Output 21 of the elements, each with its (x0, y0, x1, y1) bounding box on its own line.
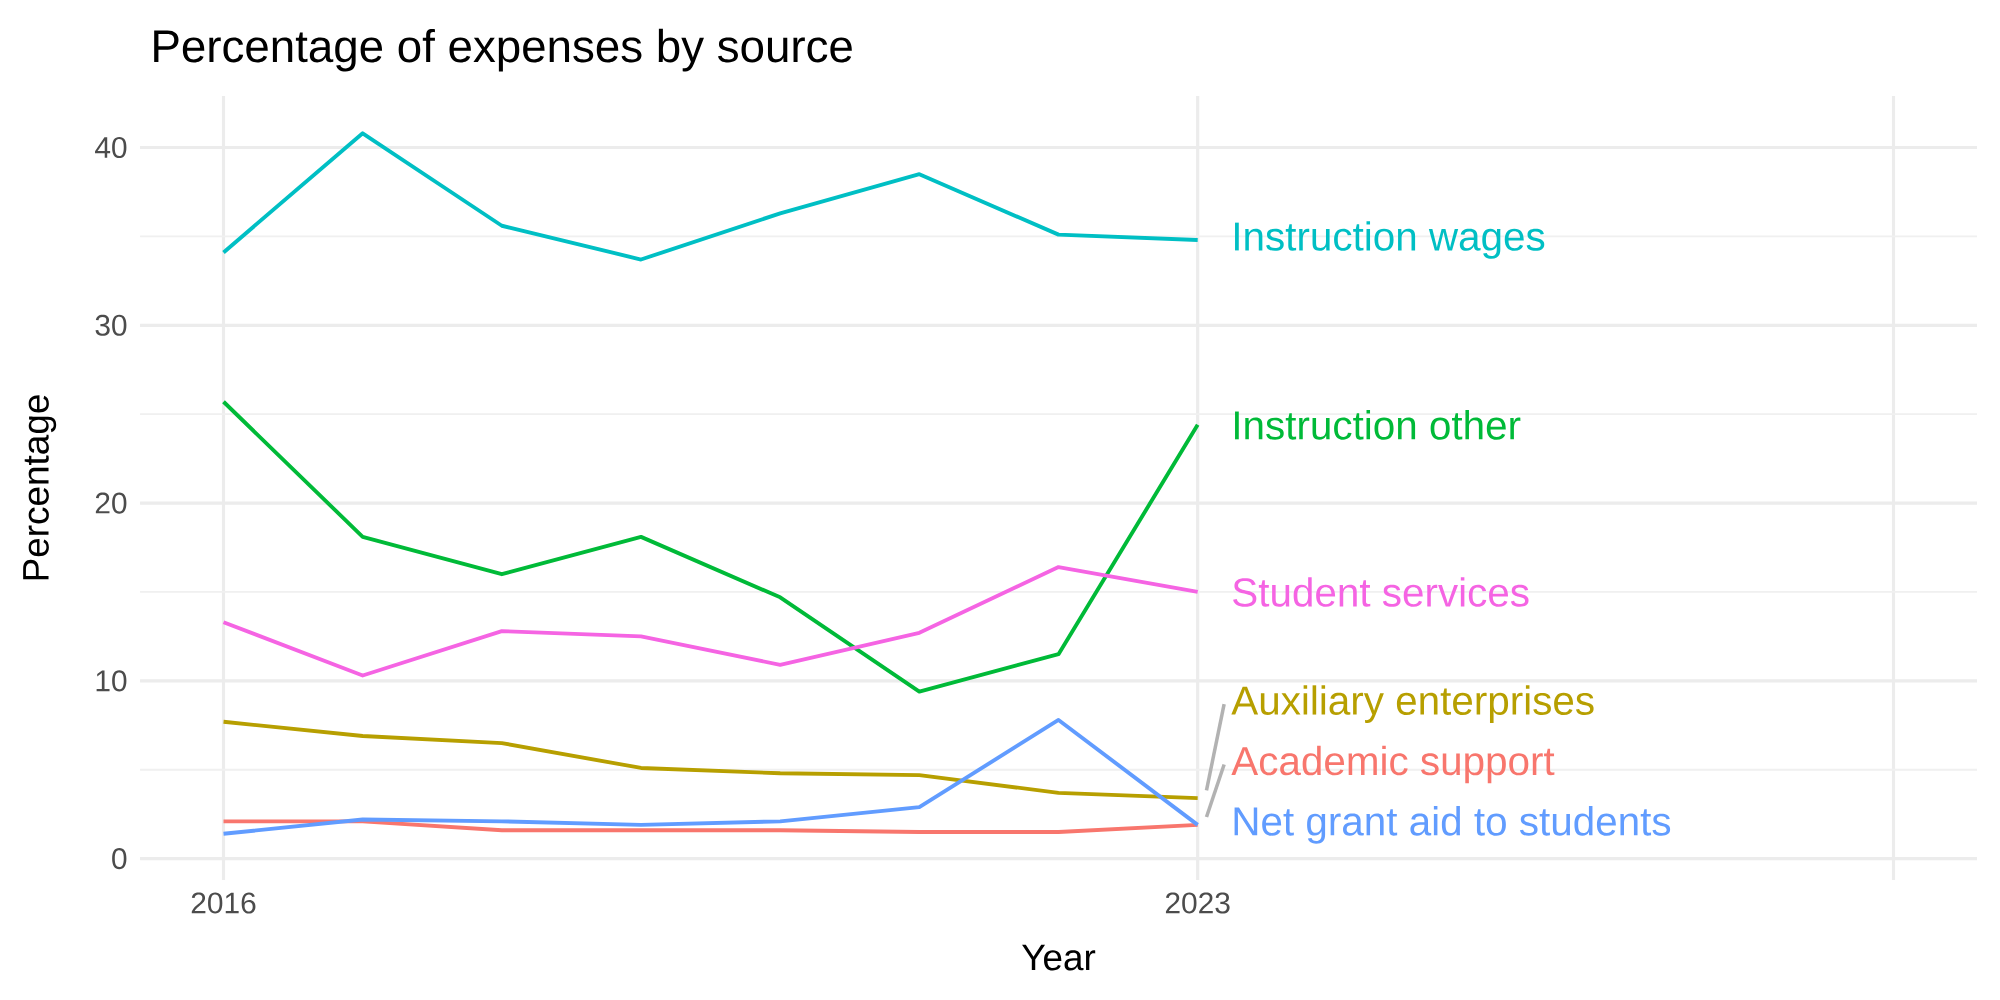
y-tick-label: 0 (112, 848, 127, 870)
text: Auxiliary enterprises (1231, 685, 1594, 723)
x-tick-label: 2016 (191, 892, 256, 914)
series-label: Net grant aid to students (1234, 806, 1671, 844)
series-label: Academic support (1231, 745, 1555, 784)
line-series (221, 399, 1200, 694)
x-axis-title: Year (1022, 944, 1096, 971)
series-label: Student services (1233, 577, 1529, 607)
y-axis-title: Percentage (23, 395, 57, 580)
y-tick-label: 40 (95, 136, 127, 159)
y-tick-label: 30 (95, 314, 127, 336)
y-tick-label: 10 (96, 670, 127, 692)
series-label: Instruction wages (1235, 221, 1545, 259)
line-series (221, 719, 1200, 801)
line-series (221, 131, 1200, 262)
line-series (221, 565, 1200, 678)
series-label: Instruction other (1235, 410, 1521, 440)
x-tick-label: 2023 (1165, 892, 1230, 914)
chart-title: Percentage of expenses by source (154, 28, 852, 72)
y-tick-label: 20 (95, 492, 127, 514)
line-series (221, 718, 1200, 836)
